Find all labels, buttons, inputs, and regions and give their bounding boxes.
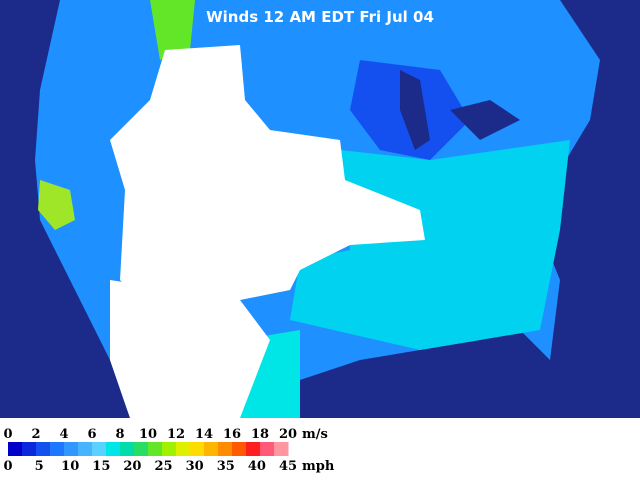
color-swatch — [246, 442, 261, 456]
ms-tick-label: 2 — [31, 427, 40, 442]
map-title: Winds 12 AM EDT Fri Jul 04 — [206, 8, 434, 26]
mph-tick-label: 30 — [186, 459, 204, 474]
legend: 0 2 4 6 8 10 12 14 16 18 20 m/s 0 5 10 15 20 25 30 35 40 45 mp… — [3, 427, 334, 474]
mph-tick-label: 45 — [279, 459, 297, 474]
mph-tick-label: 0 — [3, 459, 12, 474]
ms-tick-label: 14 — [195, 427, 213, 442]
color-swatch — [120, 442, 135, 456]
ms-unit: m/s — [302, 427, 328, 442]
color-swatch — [106, 442, 121, 456]
map-area — [0, 0, 640, 418]
mph-tick-label: 20 — [123, 459, 141, 474]
ms-tick-label: 18 — [251, 427, 269, 442]
mph-unit: mph — [302, 459, 335, 474]
mph-tick-label: 40 — [248, 459, 266, 474]
ms-tick-label: 0 — [3, 427, 12, 442]
mph-tick-label: 15 — [92, 459, 110, 474]
color-swatch — [134, 442, 149, 456]
mph-tick-label: 10 — [61, 459, 79, 474]
color-swatch — [190, 442, 205, 456]
color-swatch — [148, 442, 163, 456]
land-calm — [110, 45, 425, 330]
color-swatch — [92, 442, 107, 456]
color-swatch — [162, 442, 177, 456]
ms-tick-label: 6 — [87, 427, 96, 442]
color-swatch — [274, 442, 289, 456]
land-wind-north — [150, 0, 195, 60]
color-swatch — [232, 442, 247, 456]
mph-tick-label: 35 — [217, 459, 235, 474]
color-swatch — [64, 442, 79, 456]
color-swatch — [78, 442, 93, 456]
color-swatch — [218, 442, 233, 456]
color-swatch — [176, 442, 191, 456]
ms-tick-label: 20 — [279, 427, 297, 442]
ms-tick-label: 10 — [139, 427, 157, 442]
mph-tick-label: 5 — [35, 459, 44, 474]
ms-tick-label: 4 — [59, 427, 68, 442]
ms-tick-label: 12 — [167, 427, 185, 442]
color-swatch — [22, 442, 37, 456]
color-swatch — [204, 442, 219, 456]
color-swatch — [50, 442, 65, 456]
land-calm-south — [110, 280, 270, 418]
mph-tick-label: 25 — [155, 459, 173, 474]
color-swatch — [260, 442, 275, 456]
color-swatch — [8, 442, 23, 456]
color-swatch — [36, 442, 51, 456]
great-lakes — [400, 70, 520, 150]
ms-tick-label: 16 — [223, 427, 241, 442]
ms-tick-label: 8 — [115, 427, 124, 442]
land-wind-green — [38, 180, 75, 230]
